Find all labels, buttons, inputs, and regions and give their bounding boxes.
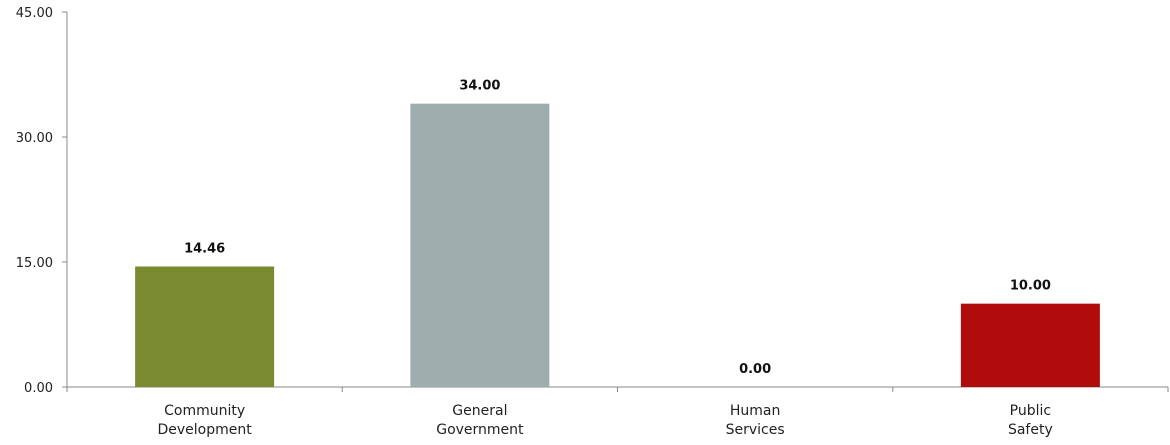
y-tick-label: 15.00 [16,256,53,271]
data-label: 34.00 [459,79,500,94]
x-tick-label: Community Development [158,403,253,438]
y-tick-label: 45.00 [16,6,53,21]
x-tick-label-line: Community [164,403,245,419]
x-tick-label-line: Government [436,422,524,438]
labels: 14.46 Community Development 34.00 General Gov… [158,79,1053,438]
bar [135,267,274,388]
x-tick-label-line: Human [730,403,781,419]
x-tick-label-line: Safety [1008,422,1053,438]
bars [135,104,1100,387]
bar [410,104,549,387]
data-label: 0.00 [739,362,771,377]
bar [961,304,1100,387]
x-tick-label-line: Development [158,422,253,438]
x-tick-label-line: Public [1010,403,1051,419]
x-tick-label-line: General [452,403,507,419]
data-label: 10.00 [1010,279,1051,294]
x-tick-label-line: Services [726,422,785,438]
data-label: 14.46 [184,242,225,257]
y-tick-label: 0.00 [24,381,53,396]
x-tick-label: Public Safety [1008,403,1053,438]
x-tick-label: Human Services [726,403,785,438]
y-tick-label: 30.00 [16,131,53,146]
x-tick-label: General Government [436,403,524,438]
